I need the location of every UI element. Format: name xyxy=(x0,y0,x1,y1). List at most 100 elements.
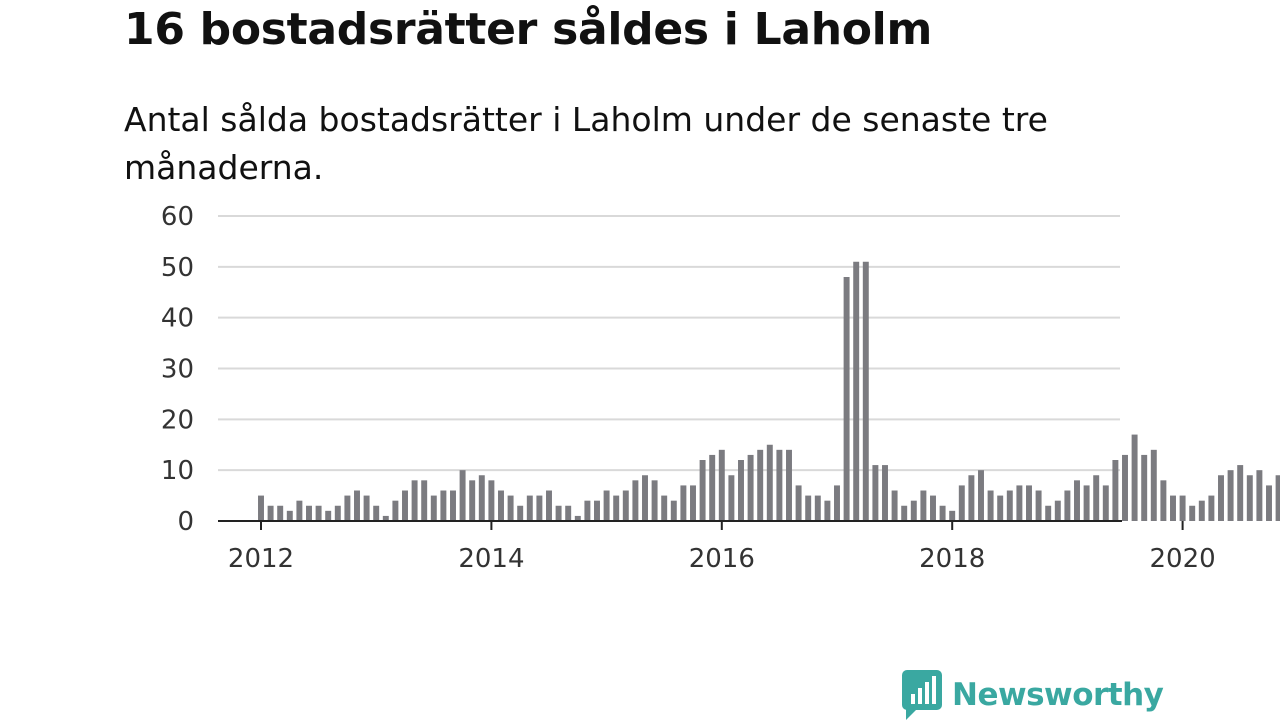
bar xyxy=(997,495,1004,521)
bar xyxy=(680,485,687,521)
bar xyxy=(344,495,351,521)
bar xyxy=(958,485,965,521)
bar xyxy=(1006,490,1013,521)
bar xyxy=(1218,475,1224,521)
newsworthy-logo-icon xyxy=(902,670,942,720)
bar xyxy=(814,495,821,521)
bar xyxy=(824,500,831,521)
bar xyxy=(1189,505,1196,521)
bar xyxy=(805,495,812,521)
bar xyxy=(910,500,917,521)
bar xyxy=(738,460,744,521)
bar xyxy=(1122,454,1128,521)
bar xyxy=(459,470,466,521)
bar xyxy=(670,500,677,521)
chart-title: 16 bostadsrätter såldes i Laholm xyxy=(124,4,933,55)
bar xyxy=(1054,500,1061,521)
bar xyxy=(690,485,696,521)
bar xyxy=(546,490,552,521)
bar xyxy=(651,480,658,521)
bar xyxy=(968,475,975,521)
bar xyxy=(949,510,956,521)
x-tick-label: 2016 xyxy=(689,544,755,574)
gridlines xyxy=(218,215,1120,472)
bar xyxy=(1150,449,1157,521)
bar xyxy=(1227,470,1234,521)
bar xyxy=(354,490,360,521)
bar xyxy=(632,480,639,521)
x-tick-label: 2014 xyxy=(458,544,524,574)
bar xyxy=(373,505,380,521)
bar xyxy=(862,261,869,521)
newsworthy-logo-text: Newsworthy xyxy=(952,677,1164,713)
bar xyxy=(795,485,802,521)
bar xyxy=(1237,465,1244,521)
bar xyxy=(1160,480,1167,521)
bar xyxy=(315,505,322,521)
bar xyxy=(939,505,946,521)
bar xyxy=(1179,495,1186,521)
bar xyxy=(286,510,293,521)
bar xyxy=(718,449,725,521)
bar xyxy=(1275,475,1280,521)
x-tick-label: 2012 xyxy=(228,544,294,574)
bar xyxy=(901,505,908,521)
bar xyxy=(450,490,456,521)
bar xyxy=(382,515,389,521)
bar xyxy=(440,490,447,521)
bar xyxy=(526,495,533,521)
bar xyxy=(325,510,332,521)
bar xyxy=(1045,505,1052,521)
bar xyxy=(872,465,879,521)
y-axis-ticks: 0 10 20 30 40 50 60 xyxy=(161,202,194,537)
bar xyxy=(1208,495,1215,521)
bar xyxy=(1112,460,1119,521)
x-axis-ticks: 20122014201620182020202220242026 xyxy=(228,521,1216,574)
x-tick-label: 2018 xyxy=(919,544,985,574)
bar xyxy=(1035,490,1042,521)
bar xyxy=(891,490,898,521)
bar xyxy=(267,505,274,521)
bar xyxy=(488,480,495,521)
bar xyxy=(363,495,370,521)
bar xyxy=(498,490,504,521)
y-tick-label: 60 xyxy=(161,202,194,232)
bar xyxy=(978,470,984,521)
bar xyxy=(987,490,994,521)
bar xyxy=(1246,475,1253,521)
bar xyxy=(478,475,485,521)
bar xyxy=(853,261,860,521)
bar xyxy=(1074,480,1080,521)
y-tick-label: 50 xyxy=(161,253,194,283)
bar xyxy=(565,505,572,521)
bar xyxy=(402,490,408,521)
bar xyxy=(834,485,840,521)
bar xyxy=(930,495,936,521)
bar xyxy=(843,277,850,521)
y-tick-label: 10 xyxy=(161,456,194,486)
bar xyxy=(1016,485,1023,521)
y-tick-label: 30 xyxy=(161,355,194,385)
bar xyxy=(1170,495,1176,521)
bar xyxy=(517,505,524,521)
bar xyxy=(277,505,284,521)
bar xyxy=(920,490,927,521)
bar xyxy=(296,500,303,521)
bar xyxy=(469,480,476,521)
y-tick-label: 40 xyxy=(161,304,194,334)
bar xyxy=(709,454,716,521)
bar xyxy=(536,495,543,521)
bars xyxy=(258,261,1280,521)
bar xyxy=(766,444,773,521)
bar xyxy=(1141,454,1148,521)
bar xyxy=(1266,485,1272,521)
bar xyxy=(594,500,600,521)
bar xyxy=(574,515,581,521)
bar xyxy=(1026,485,1032,521)
bar xyxy=(882,465,888,521)
bar xyxy=(1102,485,1109,521)
bar xyxy=(1131,434,1138,521)
bar xyxy=(392,500,399,521)
bar xyxy=(421,480,428,521)
bar xyxy=(747,454,754,521)
